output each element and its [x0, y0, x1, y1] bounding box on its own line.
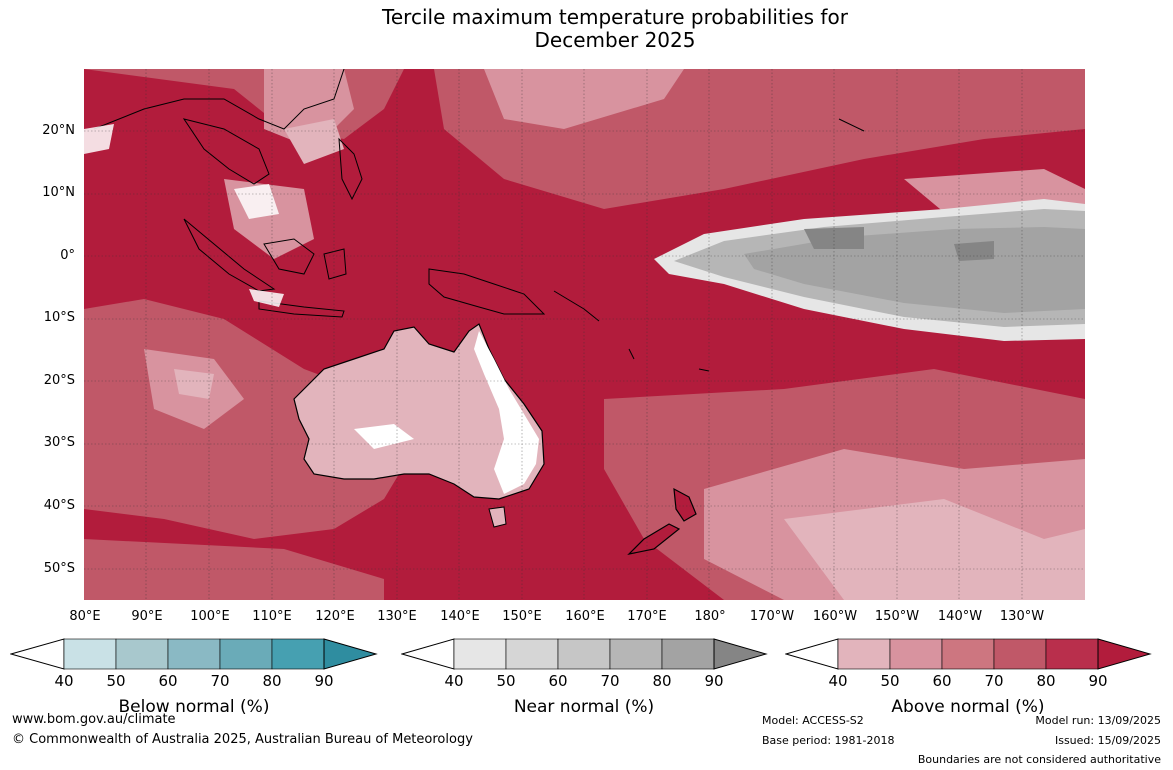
colorbar-below-tick: 40: [54, 672, 74, 690]
colorbar-below-tick: 80: [262, 672, 282, 690]
colorbar-near-tick: 40: [444, 672, 464, 690]
lat-label: 30°S: [43, 435, 75, 450]
lat-label: 40°S: [43, 498, 75, 513]
colorbar-above-tick: 50: [880, 672, 900, 690]
lat-label: 10°S: [43, 310, 75, 325]
lon-label: 80°E: [69, 609, 101, 624]
lon-label: 130°E: [377, 609, 417, 624]
colorbar-near-title: Near normal (%): [513, 697, 655, 717]
lon-label: 110°E: [252, 609, 292, 624]
colorbar-below-normal: [10, 638, 378, 670]
lat-label: 0°: [60, 248, 75, 263]
colorbar-above-tick: 70: [984, 672, 1004, 690]
colorbar-below-tick: 70: [210, 672, 230, 690]
model-name: Model: ACCESS-S2: [762, 714, 864, 727]
australia-region: [293, 323, 545, 528]
colorbar-near-tick: 50: [496, 672, 516, 690]
colorbar-above-tick: 40: [828, 672, 848, 690]
lon-label: 150°E: [502, 609, 542, 624]
colorbar-below-title: Below normal (%): [118, 697, 270, 717]
boundaries-disclaimer: Boundaries are not considered authoritat…: [917, 753, 1161, 766]
lon-label: 130°W: [999, 609, 1045, 624]
above-normal-lightest-regions: [174, 119, 1085, 600]
new-zealand-land: [627, 487, 697, 555]
colorbar-near-tick: 80: [652, 672, 672, 690]
colorbar-near-tick: 90: [704, 672, 724, 690]
lat-label: 50°S: [43, 561, 75, 576]
lon-label: 120°E: [315, 609, 355, 624]
colorbar-below-tick: 60: [158, 672, 178, 690]
colorbar-above-title: Above normal (%): [891, 697, 1045, 717]
lat-label: 20°S: [43, 373, 75, 388]
base-period: Base period: 1981-2018: [762, 734, 895, 747]
lon-label: 160°E: [565, 609, 605, 624]
colorbar-below-tick: 50: [106, 672, 126, 690]
lon-label: 90°E: [131, 609, 163, 624]
map-title-line-2: December 2025: [534, 28, 696, 52]
lon-label: 170°W: [749, 609, 795, 624]
lat-label: 10°N: [42, 185, 75, 200]
colorbar-below-tick: 90: [314, 672, 334, 690]
website-link[interactable]: www.bom.gov.au/climate: [12, 712, 176, 727]
lon-label: 150°W: [874, 609, 920, 624]
lon-label: 140°E: [440, 609, 480, 624]
colorbar-above-tick: 60: [932, 672, 952, 690]
maritime-continent-fill: [84, 124, 284, 307]
lon-label: 140°W: [937, 609, 983, 624]
colorbar-near-tick: 70: [600, 672, 620, 690]
colorbar-near-tick: 60: [548, 672, 568, 690]
lon-label: 160°W: [812, 609, 858, 624]
near-normal-region: [654, 199, 1085, 341]
map-title-line-1: Tercile maximum temperature probabilitie…: [382, 5, 848, 29]
colorbar-above-normal: [785, 638, 1152, 670]
lon-label: 180°: [694, 609, 726, 624]
colorbar-above-tick: 90: [1088, 672, 1108, 690]
probability-map: [84, 69, 1085, 600]
issued-date: Issued: 15/09/2025: [1054, 734, 1161, 747]
model-run-date: Model run: 13/09/2025: [1035, 714, 1161, 727]
colorbar-above-tick: 80: [1036, 672, 1056, 690]
maritime-continent-land: [93, 69, 546, 318]
lon-label: 170°E: [627, 609, 667, 624]
lon-label: 100°E: [190, 609, 230, 624]
lat-label: 20°N: [42, 123, 75, 138]
colorbar-near-normal: [401, 638, 768, 670]
copyright-notice: © Commonwealth of Australia 2025, Austra…: [12, 732, 473, 747]
graticule: [84, 69, 1085, 600]
pacific-islands: [553, 118, 865, 372]
